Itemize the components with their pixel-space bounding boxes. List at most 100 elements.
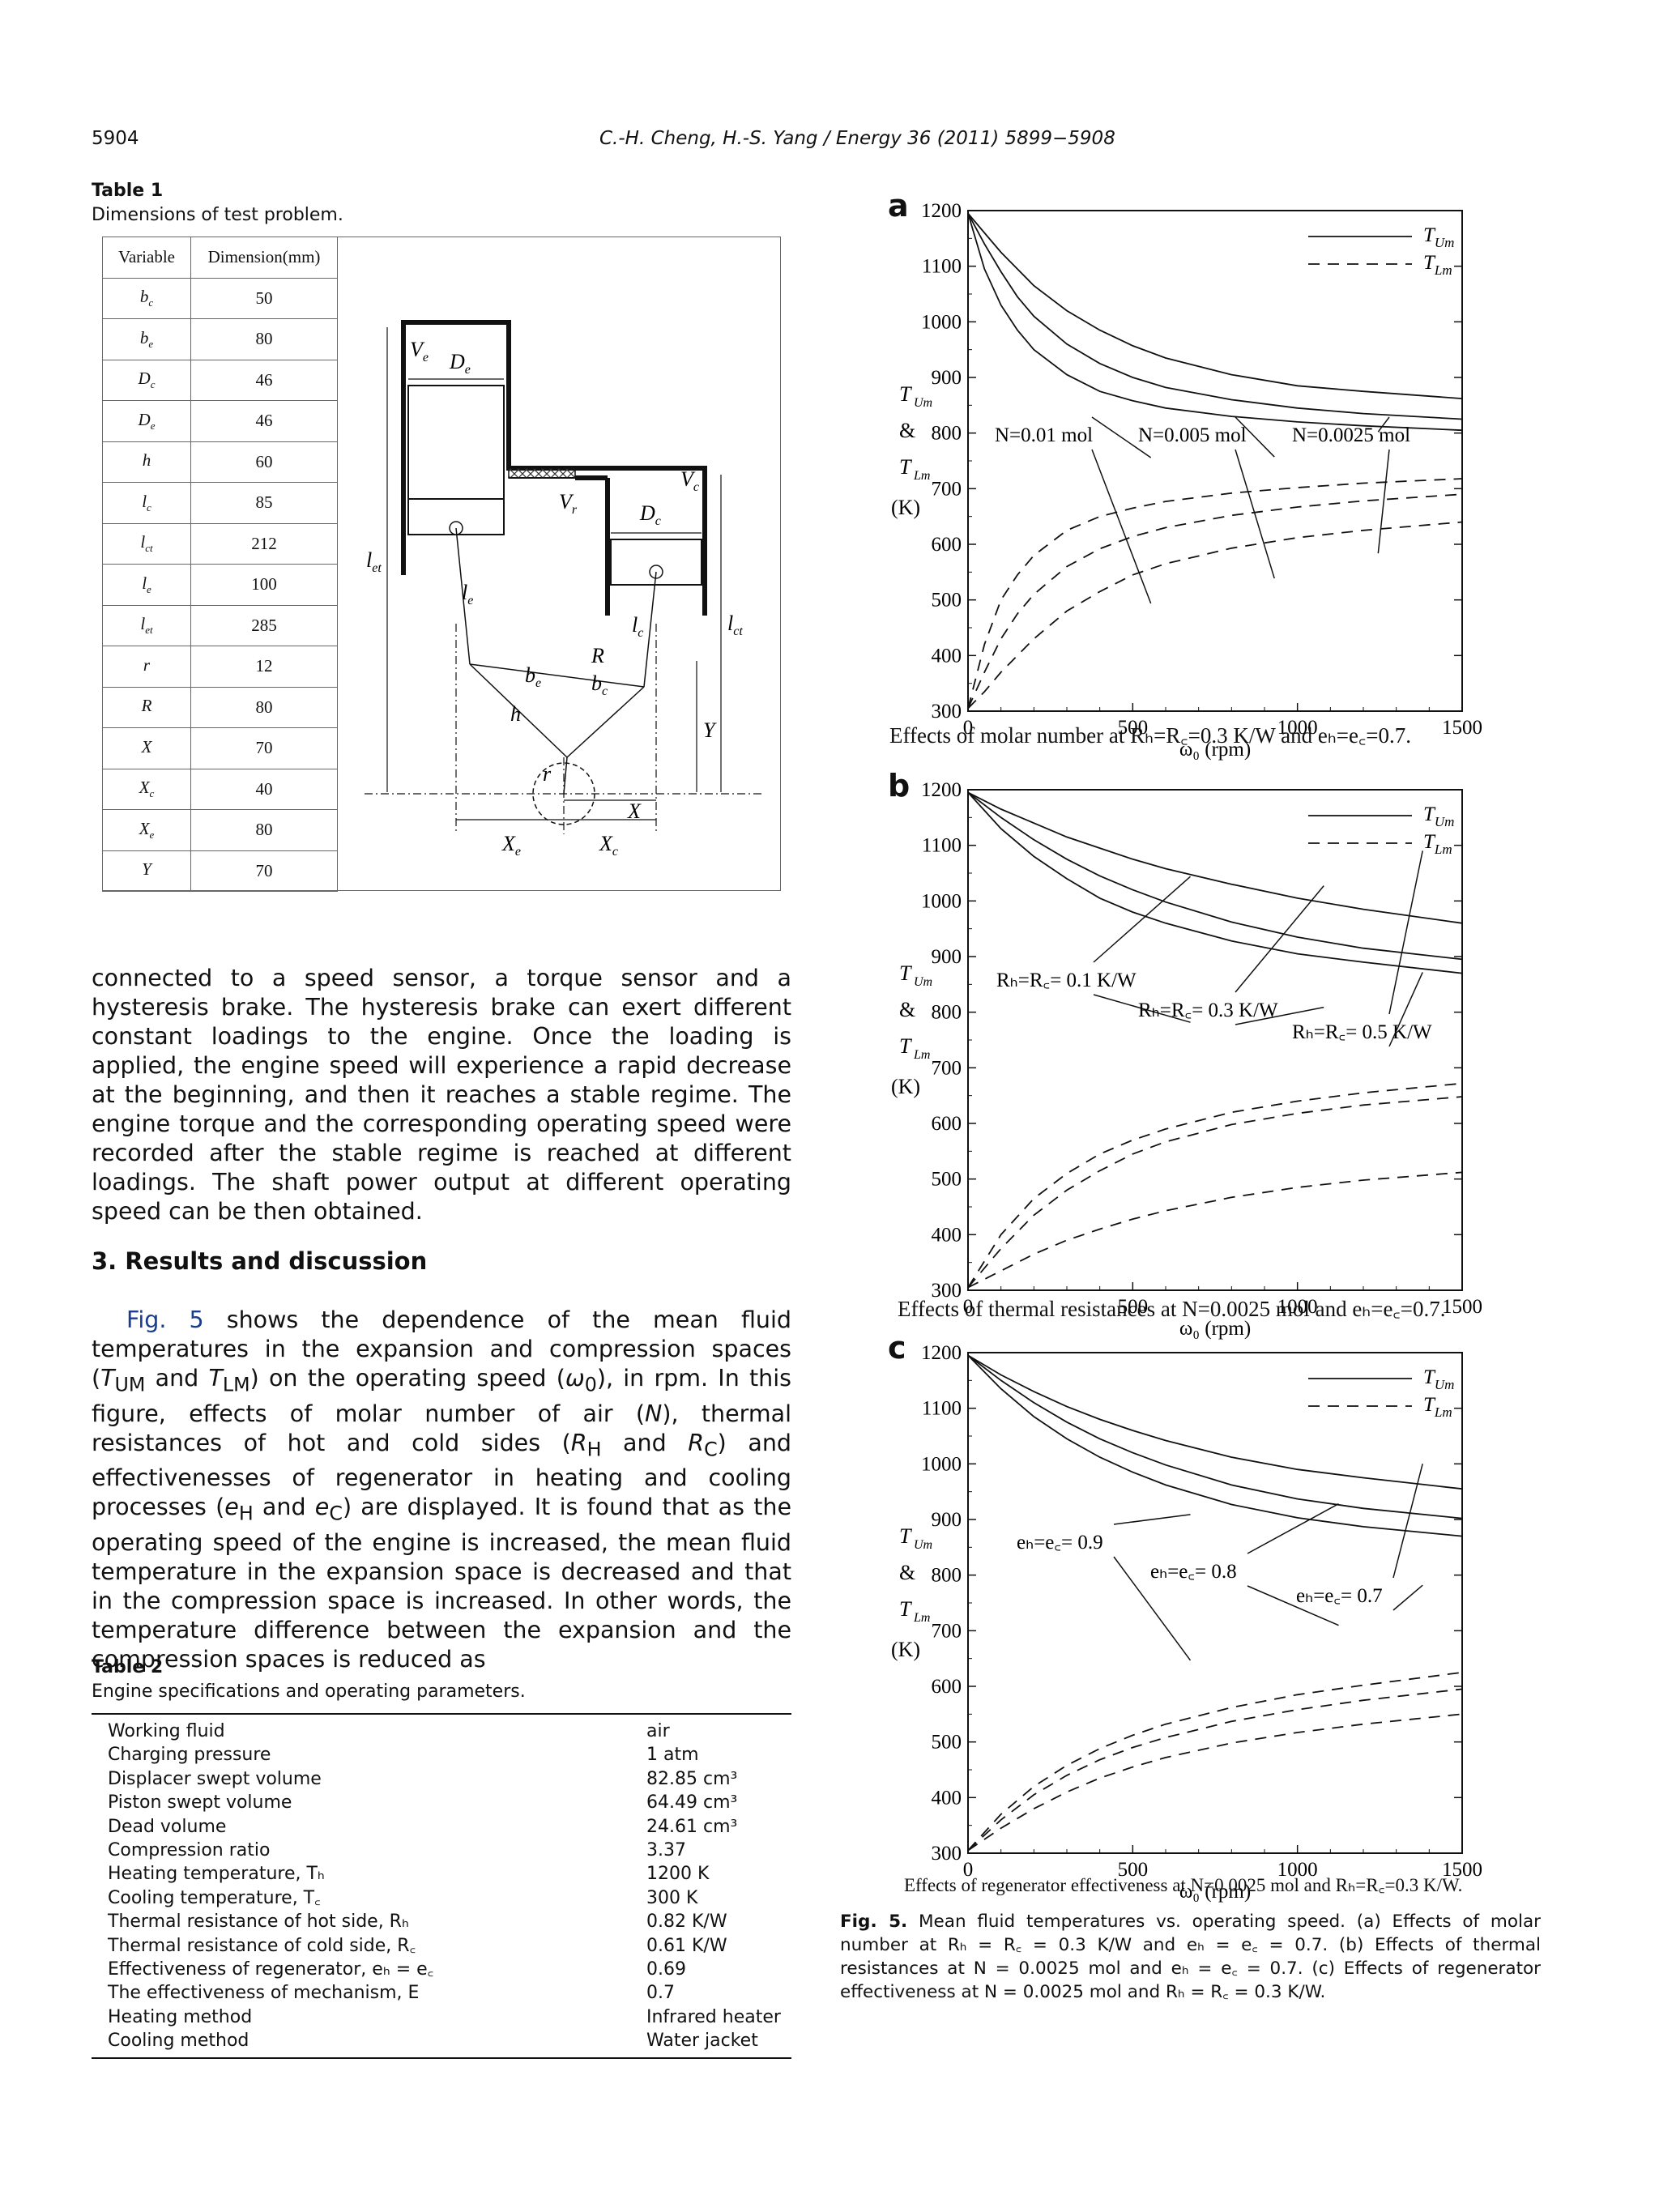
table1-col-header: Dimension(mm)	[190, 237, 338, 279]
table1-dimension-cell: 70	[190, 850, 338, 892]
table2-value: 1 atm	[646, 1745, 699, 1766]
y-axis-label: T	[899, 1597, 912, 1621]
y-tick-label: 600	[932, 534, 962, 556]
series-line-tlm	[967, 1671, 1463, 1852]
regenerator	[508, 467, 576, 479]
x-tick-label: 500	[1118, 717, 1149, 739]
diagram-label-lct: lct	[727, 612, 743, 638]
table2-value: air	[646, 1721, 670, 1741]
series-line-tlm	[967, 1688, 1463, 1852]
y-tick-label: 1100	[922, 256, 962, 278]
table2-row: Working fluid air	[92, 1720, 791, 1743]
y-tick-label: 700	[932, 1620, 962, 1642]
y-tick-label: 500	[932, 590, 962, 612]
annotation-leader	[1377, 449, 1390, 554]
table1-variable-cell: let	[102, 604, 191, 646]
table1-row: h 60	[102, 441, 338, 483]
chart-annotation: eₕ=e꜀= 0.9	[1017, 1532, 1103, 1554]
table2-row: Heating temperature, Tₕ 1200 K	[92, 1862, 791, 1886]
linkage-rods	[455, 527, 657, 759]
y-axis-label: &	[899, 998, 915, 1021]
y-axis-label: T	[899, 382, 912, 406]
chart-panel-c: 300 400 500 600 700 800 900 1000 1100 1200 0 500 100…	[891, 1342, 1482, 1903]
chart-annotation: N=0.0025 mol	[1292, 424, 1410, 446]
chart-panel-a: 300 400 500 600 700 800 900 1000 1100 1200 0 500 100…	[891, 200, 1482, 761]
table2-parameter: Dead volume	[108, 1816, 227, 1837]
diagram-label-x: X	[627, 799, 642, 823]
x-tick-label: 1500	[1442, 717, 1482, 739]
diagram-label-de: De	[449, 350, 471, 377]
series-line-tum	[967, 212, 1463, 420]
y-axis-label: Lm	[913, 1048, 930, 1062]
panel-letter-c: c	[888, 1330, 906, 1366]
fig5-link[interactable]: Fig. 5	[126, 1306, 204, 1333]
chart-annotation: Rₕ=R꜀= 0.1 K/W	[996, 970, 1137, 991]
annotation-leader	[1392, 1464, 1423, 1579]
table1-row: Dc 46	[102, 359, 338, 401]
table1-row: De 46	[102, 400, 338, 442]
y-tick-label: 900	[932, 367, 962, 389]
series-line-tum	[967, 213, 1463, 432]
table1-row: X 70	[102, 727, 338, 769]
panel-letter-b: b	[888, 768, 911, 803]
table2-value: 0.69	[646, 1958, 686, 1980]
annotation-leader	[1091, 449, 1152, 604]
y-axis-label: &	[899, 419, 915, 442]
diagram-label-r: R	[591, 644, 604, 667]
x-tick-label: 0	[963, 717, 974, 739]
table2: Working fluid air Charging pressure 1 atm Di…	[92, 1713, 791, 2060]
x-tick-label: 1000	[1277, 1859, 1318, 1881]
y-tick-label: 400	[932, 645, 962, 667]
y-axis-label: T	[899, 1524, 912, 1548]
table2-parameter: Cooling method	[108, 2031, 249, 2052]
table1-dimension-cell: 212	[190, 522, 338, 565]
annotation-leader	[1093, 994, 1191, 1023]
table1-caption: Dimensions of test problem.	[92, 205, 343, 225]
table1-variable-cell: R	[102, 686, 191, 728]
diagram-label-le: le	[462, 581, 473, 607]
table1-dimension-cell: 85	[190, 482, 338, 524]
y-axis-label: Um	[914, 1538, 932, 1552]
diagram-label-be: be	[525, 663, 541, 690]
table1-row: lct 212	[102, 522, 338, 565]
table2-parameter: Heating temperature, Tₕ	[108, 1864, 325, 1885]
chart-annotation: eₕ=e꜀= 0.7	[1296, 1585, 1383, 1607]
chart-annotation: Rₕ=R꜀= 0.3 K/W	[1138, 999, 1278, 1021]
table2-value: Infrared heater	[646, 2006, 781, 2027]
y-tick-label: 1200	[921, 779, 962, 801]
y-axis-label: (K)	[891, 1075, 920, 1098]
x-axis-label: ω₀ (rpm)	[1179, 1318, 1251, 1340]
x-tick-label: 1500	[1442, 1859, 1482, 1881]
annotation-leader	[1113, 1556, 1192, 1661]
table2-parameter: Thermal resistance of hot side, Rₕ	[108, 1912, 409, 1933]
y-axis-label: Lm	[913, 1611, 930, 1625]
table1-dimension-cell: 46	[190, 359, 338, 401]
chart-annotation: eₕ=e꜀= 0.8	[1150, 1561, 1237, 1583]
table2-row: Compression ratio 3.37	[92, 1839, 791, 1862]
legend-label: TLm	[1423, 1394, 1452, 1420]
y-tick-label: 700	[932, 1057, 962, 1079]
y-tick-label: 900	[932, 1509, 962, 1531]
table2-parameter: Charging pressure	[108, 1745, 271, 1766]
figure-caption: Fig. 5. Mean fluid temperatures vs. oper…	[840, 1912, 1542, 2002]
y-axis-label: Lm	[913, 469, 930, 483]
diagram-label-lc: lc	[632, 613, 643, 640]
table2-value: 0.7	[646, 1983, 675, 2004]
series-line-tlm	[967, 1082, 1463, 1289]
table1-variable-cell: Xc	[102, 768, 191, 810]
table1-row: let 285	[102, 604, 338, 646]
table2-value: 1200 K	[646, 1864, 710, 1885]
table2-value: 0.82 K/W	[646, 1912, 727, 1933]
annotation-leader	[1247, 1502, 1339, 1554]
y-tick-label: 1000	[921, 890, 962, 912]
table2-row: Effectiveness of regenerator, eₕ = e꜀ 0.6…	[92, 1958, 791, 1981]
y-tick-label: 1000	[921, 311, 962, 333]
table1-variable-cell: Xe	[102, 809, 191, 851]
table1-title: Table 1	[92, 181, 164, 201]
compression-cylinder-wall	[575, 466, 707, 616]
table1-variable-cell: h	[102, 441, 191, 483]
y-tick-label: 400	[932, 1224, 962, 1246]
table2-row: Displacer swept volume 82.85 cm³	[92, 1767, 791, 1791]
series-line-tum	[967, 1354, 1463, 1519]
diagram-label-ve: Ve	[410, 338, 429, 364]
